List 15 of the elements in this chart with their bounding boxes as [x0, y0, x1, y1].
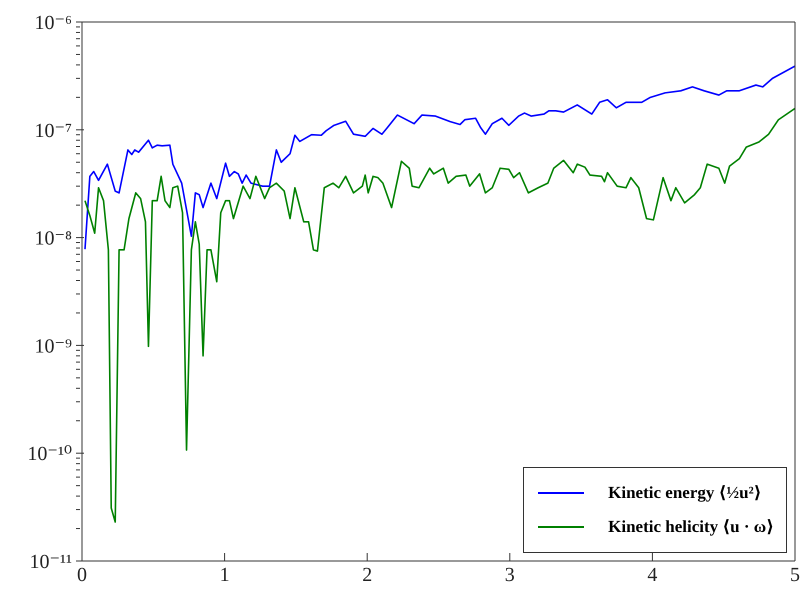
x-tick-label: 3	[504, 564, 515, 586]
x-tick-label: 0	[77, 564, 87, 586]
line-series	[84, 65, 795, 250]
legend-label: Kinetic helicity ⟨u · ω⟩	[608, 517, 774, 537]
x-tick-label: 2	[362, 564, 372, 586]
y-tick-label: 10⁻¹¹	[29, 551, 72, 573]
legend-label: Kinetic energy ⟨½u²⟩	[608, 483, 762, 503]
y-tick-label: 10⁻⁹	[34, 335, 72, 358]
y-tick-label: 10⁻⁷	[34, 120, 72, 142]
y-tick-label: 10⁻⁸	[34, 228, 72, 250]
x-tick-label: 5	[790, 564, 800, 586]
y-tick-label: 10⁻¹⁰	[27, 443, 72, 466]
x-tick-label: 4	[647, 564, 658, 586]
x-tick-label: 1	[220, 564, 230, 586]
y-tick-label: 10⁻⁶	[34, 12, 72, 34]
